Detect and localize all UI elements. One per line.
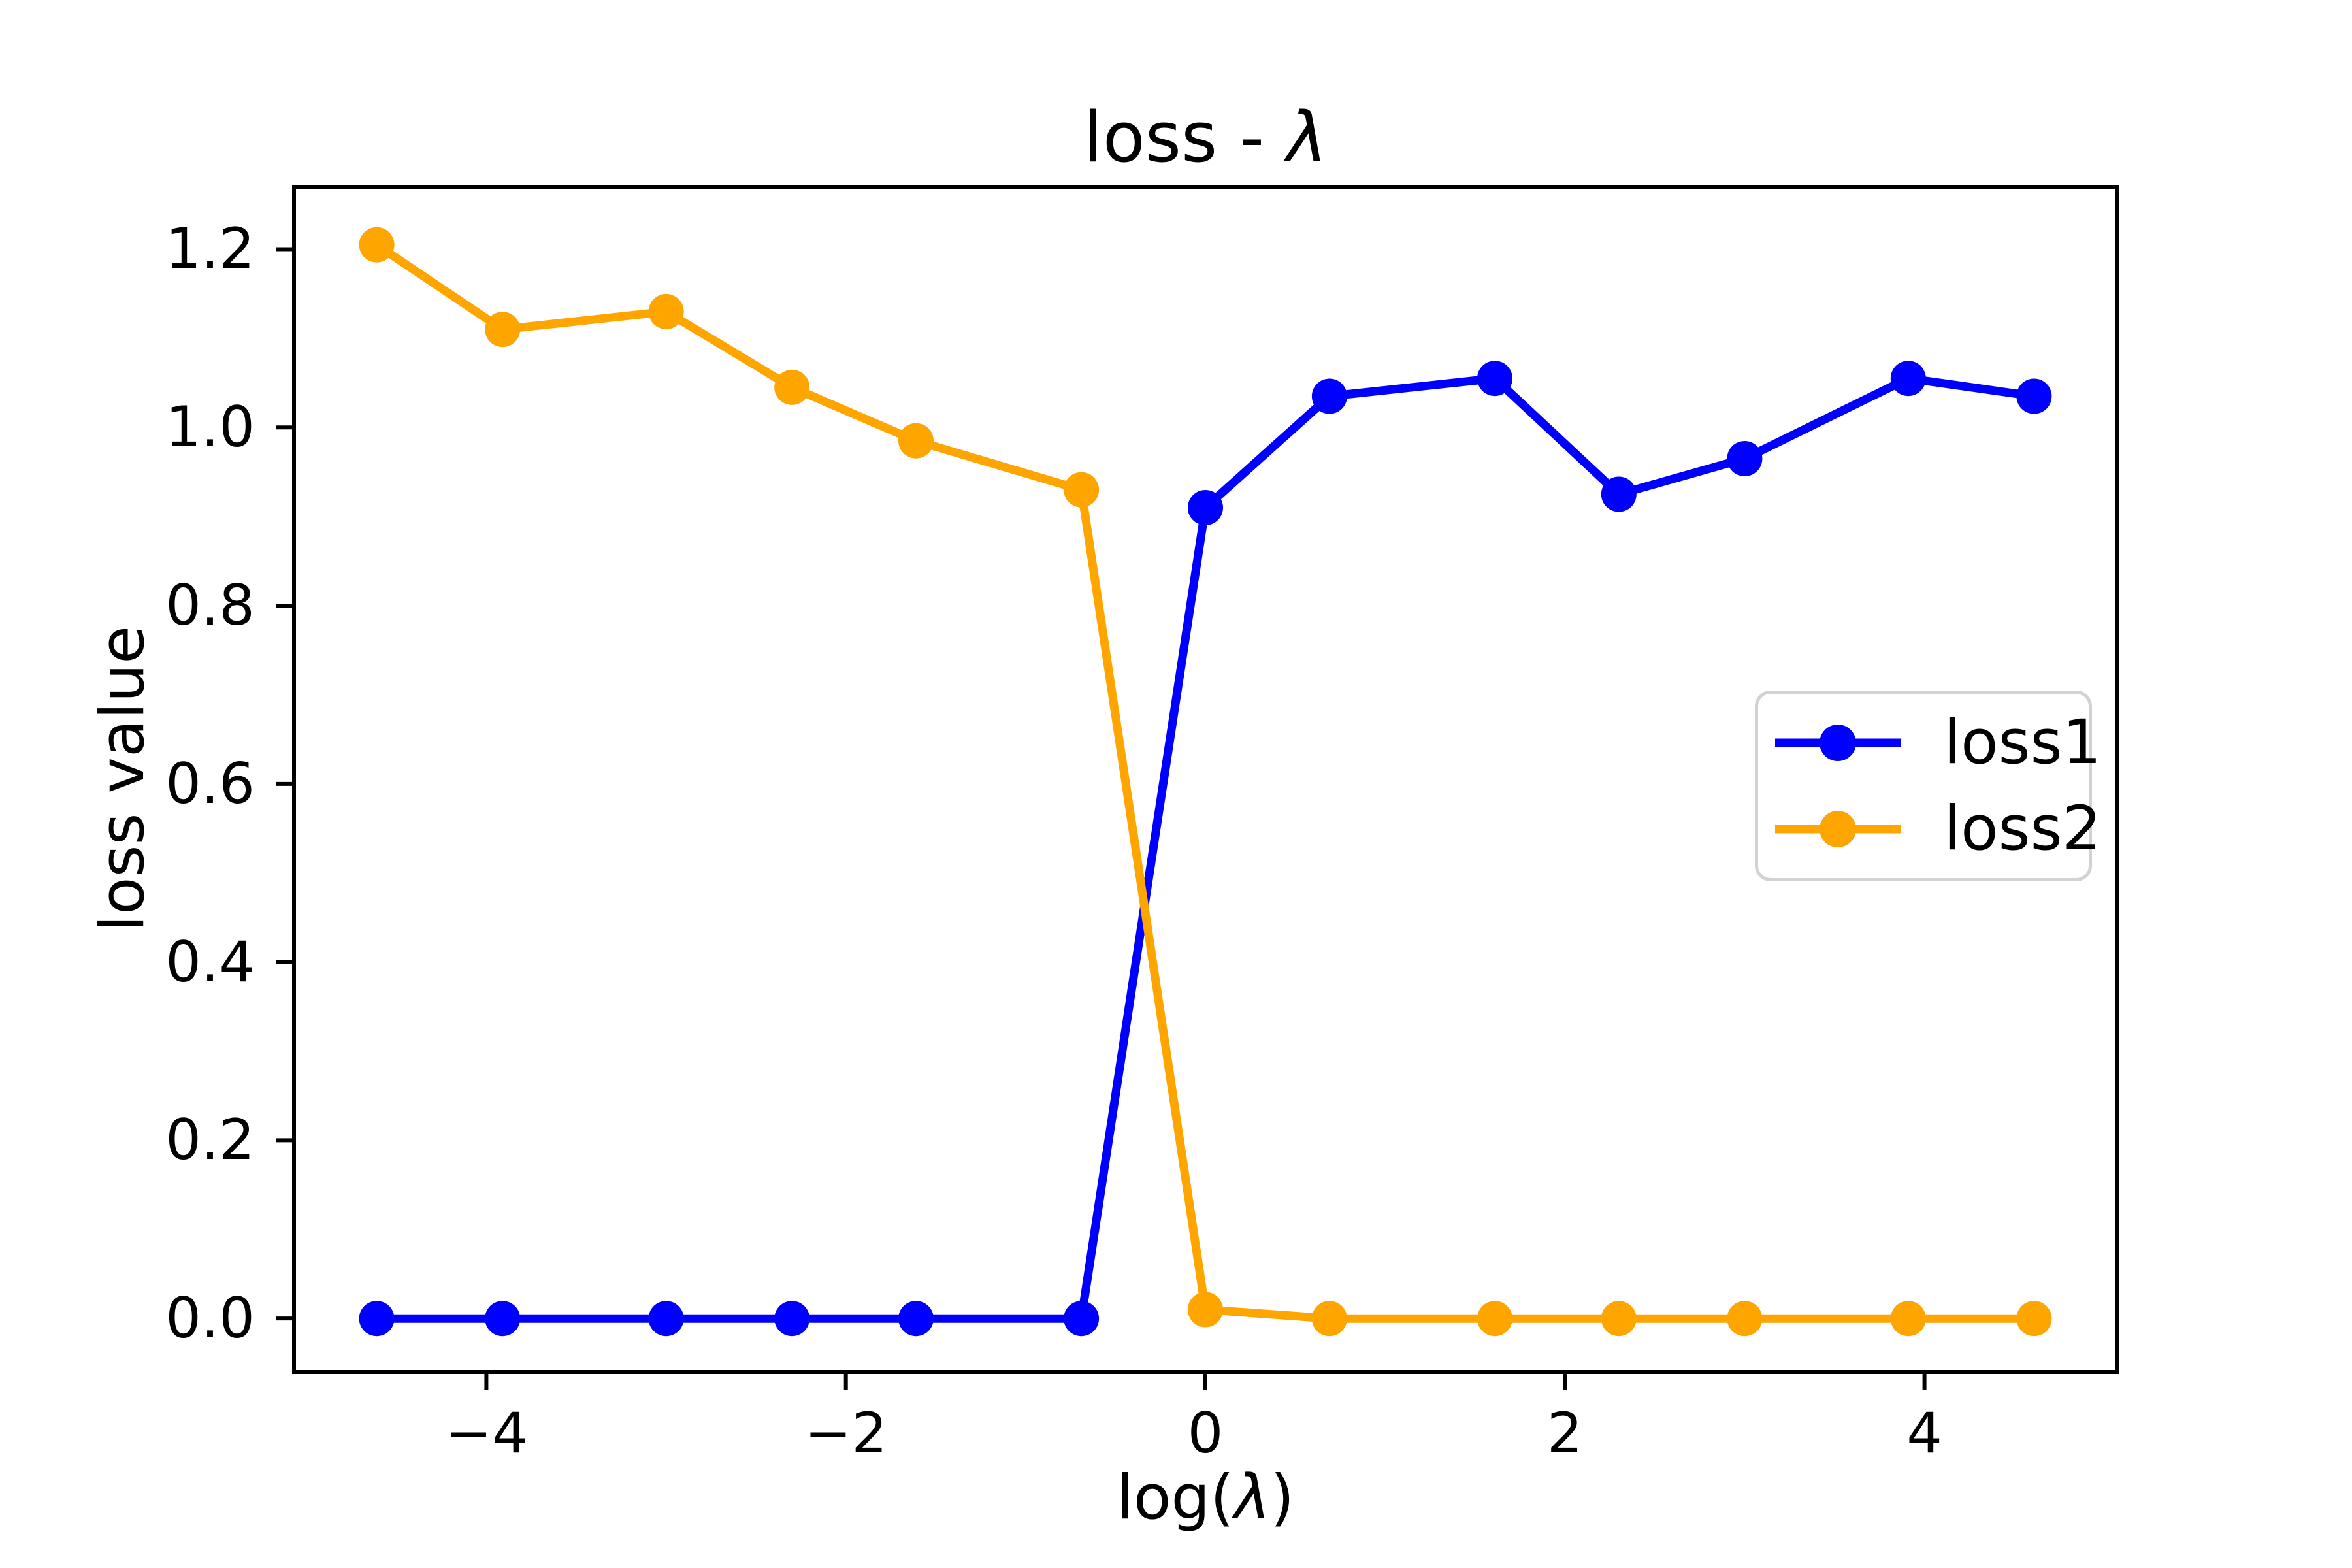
data-point-loss1 [1064, 1301, 1100, 1337]
legend-label-loss1: loss1 [1944, 707, 2102, 778]
x-axis-label: log(λ) [294, 1462, 2117, 1534]
data-point-loss2 [1601, 1301, 1637, 1337]
lambda-symbol: λ [1233, 1462, 1271, 1533]
legend-label-loss2: loss2 [1944, 793, 2102, 864]
x-tick-label: 4 [1906, 1401, 1942, 1466]
x-tick-label: −2 [804, 1401, 888, 1466]
legend: loss1 loss2 [1755, 691, 2101, 881]
data-point-loss1 [1477, 361, 1512, 397]
loss1-line-marker-icon [1775, 725, 1901, 761]
data-point-loss1 [774, 1301, 810, 1337]
data-point-loss1 [648, 1301, 684, 1337]
data-point-loss2 [774, 369, 810, 405]
data-point-loss2 [1311, 1301, 1347, 1337]
y-tick-label: 0.0 [165, 1286, 255, 1352]
data-point-loss2 [1727, 1301, 1763, 1337]
x-axis-label-prefix: log( [1116, 1462, 1234, 1533]
chart-title: loss - λ [294, 99, 2117, 176]
data-point-loss2 [359, 227, 395, 263]
y-tick-label: 1.2 [165, 216, 255, 282]
x-axis-label-suffix: ) [1270, 1462, 1295, 1533]
data-point-loss1 [1890, 361, 1926, 397]
data-point-loss2 [648, 293, 684, 329]
x-tick-label: −4 [445, 1401, 528, 1466]
legend-entry-loss1: loss1 [1772, 700, 2101, 786]
data-point-loss2 [1477, 1301, 1512, 1337]
data-point-loss1 [1311, 378, 1347, 414]
data-point-loss2 [485, 312, 521, 348]
y-tick-label: 0.6 [165, 751, 255, 817]
data-point-loss1 [485, 1301, 521, 1337]
y-tick-label: 0.2 [165, 1107, 255, 1173]
data-point-loss2 [1064, 472, 1100, 508]
data-point-loss2 [898, 423, 934, 459]
data-point-loss1 [898, 1301, 934, 1337]
y-tick-label: 1.0 [165, 395, 255, 461]
lambda-symbol: λ [1286, 97, 1328, 178]
data-point-loss2 [1188, 1292, 1223, 1328]
data-point-loss1 [359, 1301, 395, 1337]
chart-title-text: loss - [1083, 97, 1286, 178]
data-point-loss2 [1890, 1301, 1926, 1337]
y-tick-label: 0.4 [165, 929, 255, 995]
legend-entry-loss2: loss2 [1772, 786, 2101, 872]
y-tick-label: 0.8 [165, 573, 255, 639]
data-point-loss1 [1188, 490, 1223, 525]
data-point-loss1 [1727, 441, 1763, 476]
x-tick-label: 0 [1187, 1401, 1224, 1466]
loss2-line-marker-icon [1775, 811, 1901, 847]
x-tick-label: 2 [1546, 1401, 1583, 1466]
data-point-loss1 [2016, 378, 2052, 414]
data-point-loss2 [2016, 1301, 2052, 1337]
data-point-loss1 [1601, 476, 1637, 512]
